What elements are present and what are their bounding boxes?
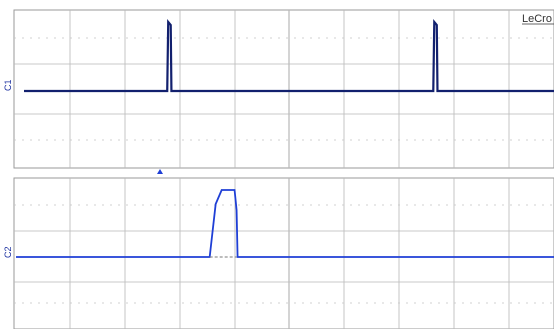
bottom-trace-waveform <box>16 189 554 258</box>
top-trace-waveform <box>24 19 554 93</box>
bottom-graticule <box>13 177 554 329</box>
brand-label: LeCro <box>522 13 552 25</box>
trigger-marker[interactable] <box>157 169 163 174</box>
top-graticule <box>13 9 554 169</box>
bottom-channel-label: C2 <box>3 246 13 258</box>
top-channel-label: C1 <box>3 79 13 91</box>
